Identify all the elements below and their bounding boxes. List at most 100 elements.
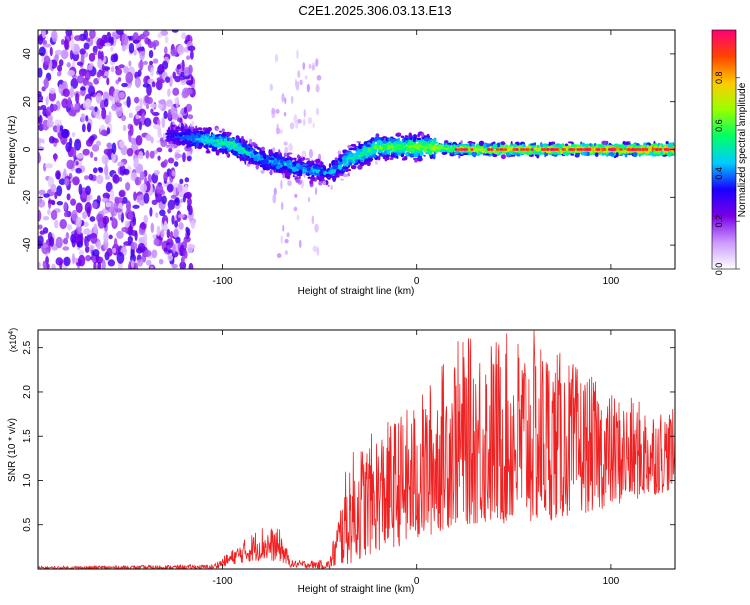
spectrogram-cell bbox=[177, 213, 185, 219]
spectrogram-cell bbox=[96, 241, 102, 250]
spectrogram-cell bbox=[191, 121, 194, 127]
spectrogram-cell bbox=[486, 148, 491, 151]
spectrogram-cell bbox=[161, 195, 167, 205]
spectrogram-cell bbox=[172, 119, 176, 122]
spectrogram-cell bbox=[98, 167, 104, 173]
spectrogram-cell bbox=[244, 159, 247, 165]
spectrogram-cell bbox=[304, 157, 311, 161]
spectrogram-cell bbox=[568, 145, 573, 148]
colorbar-tick-label: 0.4 bbox=[714, 167, 724, 180]
spectrogram-cell bbox=[418, 144, 422, 148]
spectrogram-cell bbox=[295, 121, 299, 129]
spectrogram-cell bbox=[158, 99, 166, 105]
spectrogram-cell bbox=[276, 253, 282, 259]
spectrogram-cell bbox=[45, 96, 49, 106]
spectrogram-cell bbox=[101, 197, 109, 203]
spectrogram-cell bbox=[306, 166, 311, 172]
spectrogram-cell bbox=[366, 149, 372, 153]
spectrogram-cell bbox=[184, 130, 190, 136]
spectrogram-cell bbox=[307, 197, 311, 203]
spectrogram-cell bbox=[363, 141, 367, 145]
spectrogram-cell bbox=[283, 141, 288, 146]
spectrogram-cell bbox=[311, 215, 315, 225]
spectrogram-cell bbox=[448, 146, 452, 153]
spectrogram-cell bbox=[56, 64, 63, 72]
spectrogram-cell bbox=[135, 114, 140, 120]
spectrogram-cell bbox=[149, 207, 153, 217]
spectrogram-cell bbox=[149, 150, 155, 159]
spectrogram-cell bbox=[567, 141, 574, 144]
spectrogram-cell bbox=[211, 148, 217, 152]
spectrogram-cell bbox=[283, 152, 288, 158]
spectrogram-cell bbox=[55, 170, 61, 180]
spectrogram-cell bbox=[183, 106, 188, 114]
colorbar-ticks: 0.0 0.2 0.4 0.6 0.8 bbox=[714, 72, 740, 275]
spectrogram-cell bbox=[113, 237, 118, 250]
spectrogram-cell bbox=[512, 152, 518, 155]
spectrogram-cell bbox=[419, 152, 423, 157]
spectrogram-cell bbox=[381, 153, 384, 157]
spectrogram-cell bbox=[169, 231, 174, 239]
spectrogram-cell bbox=[38, 151, 41, 163]
spectrogram-cell bbox=[146, 259, 152, 266]
spectrogram-x-tick-label: 100 bbox=[603, 276, 620, 287]
spectrogram-cell bbox=[192, 128, 199, 132]
spectrogram-cell bbox=[89, 151, 94, 159]
spectrogram-cell bbox=[137, 242, 146, 253]
spectrogram-cell bbox=[308, 148, 313, 159]
spectrogram-cell bbox=[106, 127, 111, 135]
spectrogram-cell bbox=[320, 168, 323, 172]
spectrogram-cell bbox=[308, 63, 312, 70]
spectrogram-cell bbox=[143, 214, 149, 224]
spectrogram-cell bbox=[310, 176, 316, 181]
spectrogram-cell bbox=[471, 151, 478, 157]
spectrogram-cell bbox=[148, 49, 154, 59]
spectrogram-cell bbox=[75, 92, 80, 104]
snr-y-tick-label: 1.0 bbox=[22, 473, 33, 487]
spectrogram-cell bbox=[283, 163, 288, 167]
spectrogram-cell bbox=[203, 144, 209, 149]
spectrogram-cell bbox=[111, 247, 117, 254]
spectrogram-cell bbox=[96, 38, 104, 50]
spectrogram-cell bbox=[544, 151, 547, 158]
spectrogram-cell bbox=[158, 79, 165, 84]
spectrogram-cell bbox=[175, 126, 181, 130]
spectrogram-cell bbox=[63, 256, 71, 267]
spectrogram-cell bbox=[68, 109, 77, 117]
spectrogram-cell bbox=[114, 196, 120, 204]
spectrogram-cell bbox=[428, 150, 433, 155]
spectrogram-cell bbox=[412, 137, 416, 143]
spectrogram-cell bbox=[38, 94, 44, 103]
spectrogram-cell bbox=[582, 148, 587, 151]
spectrogram-cell bbox=[632, 143, 637, 148]
spectrogram-cell bbox=[576, 148, 580, 151]
spectrogram-cell bbox=[491, 142, 495, 145]
spectrogram-cell bbox=[80, 113, 86, 123]
snr-panel: -100 0 100 0.5 1.0 1.5 2.0 2.5 Height of strai… bbox=[7, 328, 676, 595]
spectrogram-cell bbox=[219, 130, 222, 133]
spectrogram-cell bbox=[66, 159, 75, 170]
spectrogram-cell bbox=[55, 236, 63, 249]
spectrogram-cell bbox=[186, 155, 192, 162]
spectrogram-cell bbox=[72, 176, 80, 186]
spectrogram-cell bbox=[70, 198, 77, 206]
spectrogram-cell bbox=[70, 233, 76, 244]
spectrogram-cell bbox=[170, 194, 177, 199]
spectrogram-cell bbox=[542, 148, 546, 151]
spectrogram-cell bbox=[157, 103, 164, 109]
spectrogram-cells bbox=[38, 30, 675, 269]
spectrogram-cell bbox=[51, 30, 58, 43]
spectrogram-cell bbox=[66, 62, 71, 68]
spectrogram-cell bbox=[161, 116, 166, 129]
spectrogram-cell bbox=[173, 138, 180, 142]
spectrogram-cell bbox=[272, 160, 279, 165]
spectrogram-cell bbox=[419, 146, 423, 151]
spectrogram-cell bbox=[581, 142, 585, 148]
spectrogram-cell bbox=[128, 60, 132, 67]
spectrogram-cell bbox=[572, 148, 576, 151]
spectrogram-cell bbox=[167, 208, 171, 214]
spectrogram-cell bbox=[381, 140, 387, 144]
spectrogram-cell bbox=[133, 191, 137, 201]
spectrogram-cell bbox=[149, 103, 157, 108]
spectrogram-cell bbox=[157, 155, 161, 161]
